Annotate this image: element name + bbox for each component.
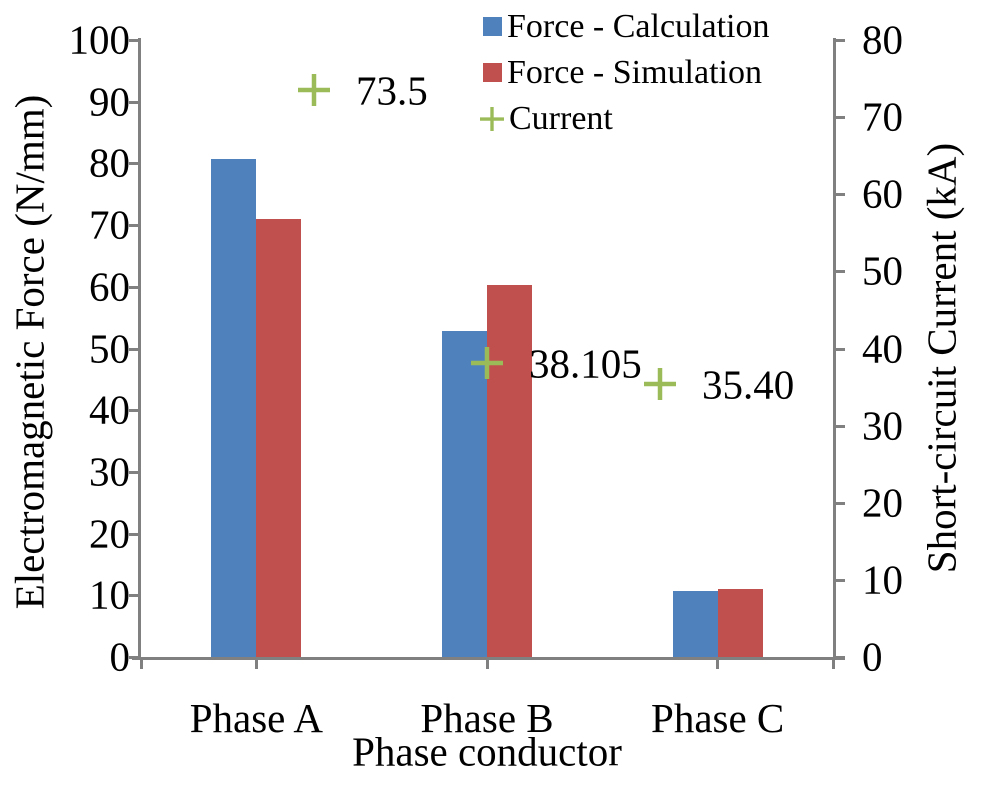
- y-axis-left-tick-label: 100: [68, 16, 131, 63]
- legend-swatch-icon: [483, 63, 502, 82]
- y-axis-right-tick-label: 30: [862, 402, 903, 449]
- y-axis-right-tick: [836, 656, 845, 659]
- y-axis-left-tick-label: 40: [89, 386, 130, 433]
- y-axis-left-tick-label: 70: [89, 201, 130, 248]
- y-axis-left-tick-label: 60: [89, 263, 130, 310]
- y-axis-left-tick: [129, 656, 138, 659]
- x-axis-title: Phase conductor: [352, 728, 622, 775]
- x-axis-tick: [254, 660, 258, 669]
- y-axis-left-tick: [129, 347, 138, 351]
- x-axis-category-label-phase-b: Phase B: [420, 695, 554, 741]
- y-axis-left-tick-label: 80: [89, 139, 130, 186]
- legend-plus-marker-icon: [480, 106, 504, 131]
- marker-current-phase-a: [298, 74, 330, 107]
- y-axis-right-line: [833, 38, 836, 660]
- legend-label: Force - Simulation: [507, 53, 762, 91]
- legend-item-force-calculation: Force - Calculation: [483, 8, 769, 45]
- x-axis-line: [132, 657, 845, 660]
- y-axis-left-tick-label: 0: [109, 633, 131, 680]
- x-axis-tick: [485, 660, 489, 669]
- y-axis-left-tick-label: 20: [89, 510, 130, 557]
- y-axis-left-tick: [129, 532, 138, 536]
- bar-force-simulation-phase-c: [717, 589, 763, 657]
- x-axis-tick: [831, 660, 835, 669]
- y-axis-left-tick-label: 90: [89, 78, 130, 125]
- y-axis-right-tick: [836, 347, 845, 351]
- y-axis-right-tick-label: 80: [862, 16, 903, 63]
- y-axis-right-tick: [836, 501, 845, 505]
- legend-item-current: Current: [480, 99, 769, 137]
- y-axis-right-tick-label: 50: [862, 247, 903, 294]
- y-axis-right-tick: [836, 578, 845, 582]
- y-axis-left-tick: [129, 470, 138, 474]
- bar-force-calculation-phase-c: [672, 590, 718, 657]
- bar-force-calculation-phase-b: [442, 330, 487, 657]
- legend-swatch-icon: [483, 17, 502, 36]
- y-axis-left-tick: [129, 594, 138, 598]
- y-axis-left-tick-label: 50: [89, 325, 130, 371]
- bar-force-simulation-phase-a: [256, 218, 302, 657]
- y-axis-right-tick-label: 10: [862, 556, 903, 603]
- y-axis-right-tick-label: 60: [862, 170, 903, 217]
- legend-item-force-simulation: Force - Simulation: [483, 54, 769, 91]
- x-axis-category-label-phase-a: Phase A: [189, 695, 323, 741]
- bar-force-simulation-phase-b: [487, 284, 532, 657]
- y-axis-left-tick: [129, 100, 138, 104]
- x-axis-tick: [716, 660, 720, 669]
- y-axis-right-tick: [836, 270, 845, 274]
- y-axis-right-tick-label: 70: [862, 93, 903, 140]
- marker-current-phase-b: [471, 347, 503, 380]
- y-axis-right-tick: [836, 39, 845, 42]
- y-axis-right-tick-label: 0: [862, 633, 883, 680]
- y-axis-left-line: [138, 38, 141, 660]
- legend-label: Force - Calculation: [507, 7, 770, 45]
- y-axis-left-tick: [129, 162, 138, 166]
- y-axis-left-tick: [129, 224, 138, 228]
- y-axis-left-tick: [129, 409, 138, 413]
- y-axis-right-tick: [836, 193, 845, 197]
- y-axis-left-tick: [129, 285, 138, 289]
- y-axis-left-tick: [129, 39, 138, 42]
- data-label-current-phase-b: 38.105: [529, 340, 642, 387]
- marker-current-phase-c: [644, 367, 676, 400]
- legend-label: Current: [509, 99, 613, 137]
- bar-force-calculation-phase-a: [211, 159, 257, 657]
- y-axis-right-tick: [836, 424, 845, 428]
- y-axis-right-tick: [836, 116, 845, 120]
- x-axis-category-label-phase-c: Phase C: [651, 695, 785, 741]
- x-axis-tick: [139, 660, 143, 669]
- data-label-current-phase-c: 35.40: [702, 361, 795, 408]
- y-axis-right-tick-label: 20: [862, 479, 903, 526]
- y-axis-left-tick-label: 30: [89, 448, 130, 495]
- legend: Force - Calculation Force - Simulation Cur…: [480, 8, 769, 137]
- y-axis-right-tick-label: 40: [862, 325, 903, 371]
- y-axis-left-tick-label: 10: [89, 571, 130, 618]
- data-label-current-phase-a: 73.5: [356, 67, 428, 114]
